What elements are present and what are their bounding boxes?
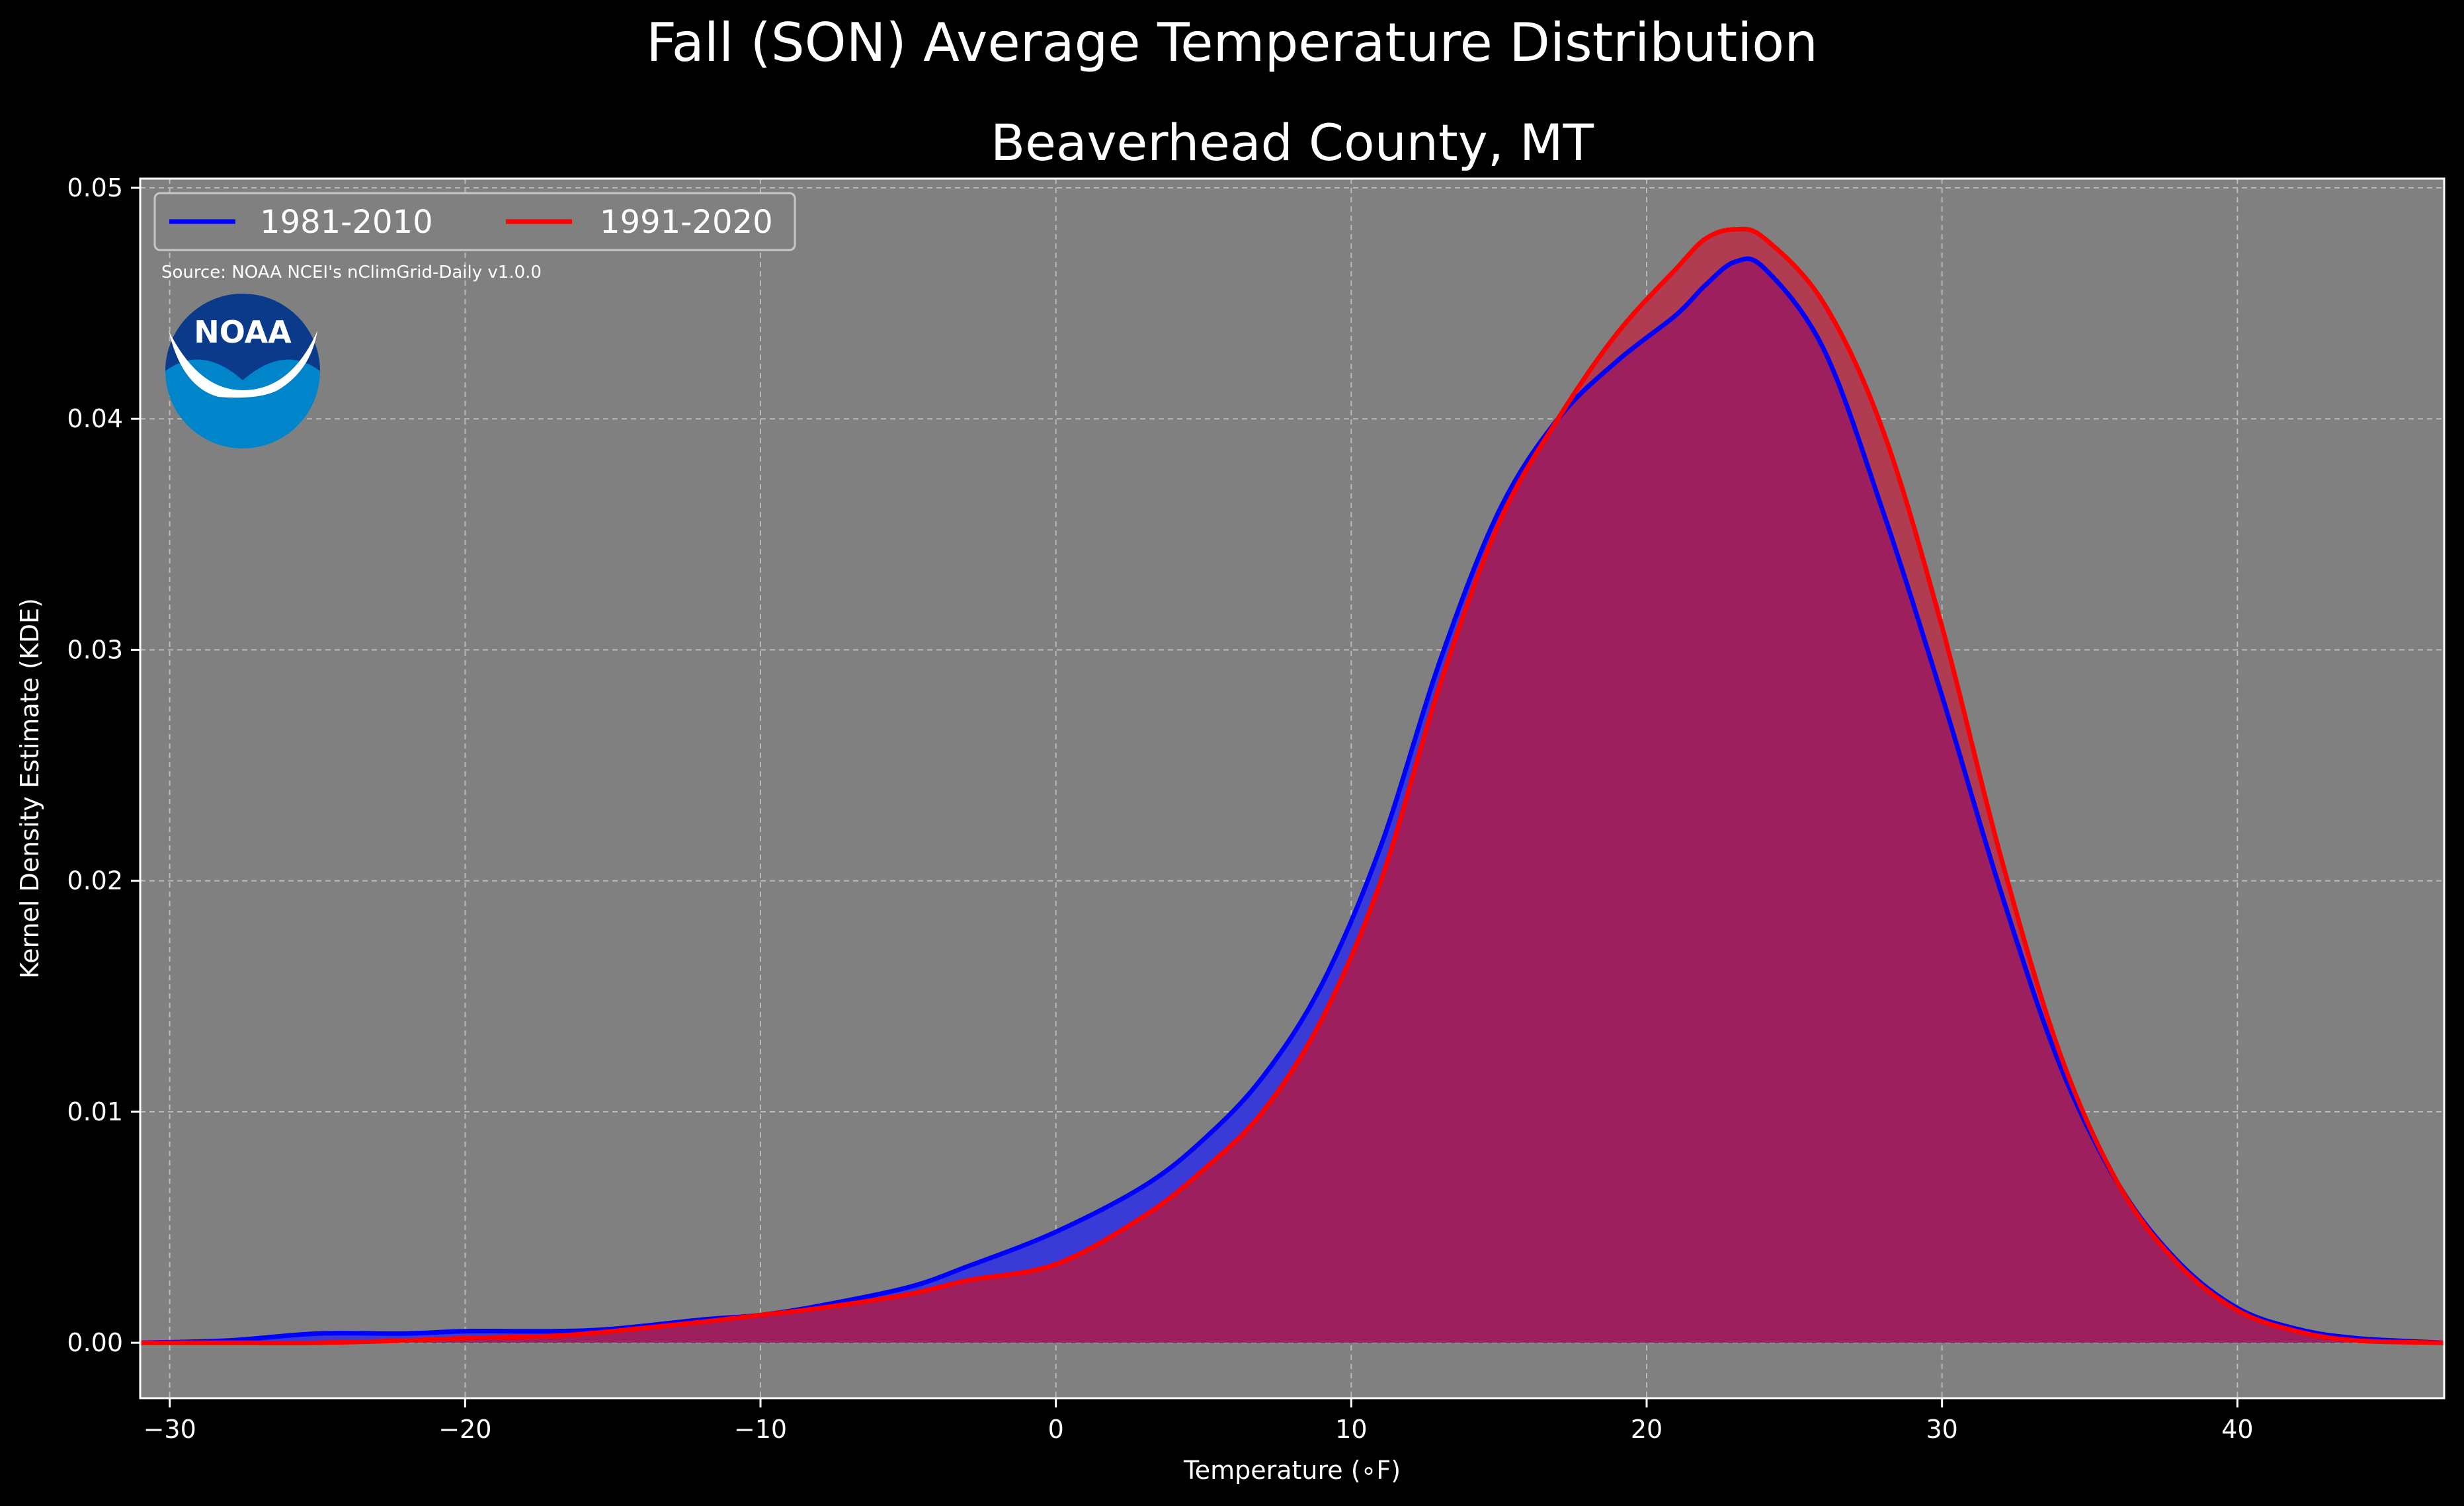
legend: 1981-2010 1991-2020 [153, 192, 796, 251]
y-tick-label: 0.00 [67, 1328, 123, 1357]
x-tick-label: 20 [1631, 1415, 1663, 1444]
noaa-logo: NOAA [165, 294, 320, 448]
axes-frame [139, 177, 2445, 1400]
x-axis-label: Temperature (∘F) [1183, 1456, 1401, 1485]
density-areas [140, 229, 2444, 1343]
area-overlap [140, 259, 2444, 1343]
source-note: Source: NOAA NCEI's nClimGrid-Daily v1.0… [161, 263, 542, 282]
x-tick-label: −10 [734, 1415, 787, 1444]
y-tick-label: 0.02 [67, 866, 123, 896]
density-lines [140, 226, 2445, 1345]
line-1991-2020 [140, 226, 2445, 1345]
legend-label-1981-2010: 1981-2010 [260, 204, 433, 241]
y-axis-ticks: 0.00 0.01 0.02 0.03 0.04 0.05 [67, 173, 140, 1357]
y-tick-label: 0.03 [67, 635, 123, 664]
x-tick-label: −30 [144, 1415, 196, 1444]
axes-title: Beaverhead County, MT [991, 113, 1594, 172]
x-axis-ticks: −30 −20 −10 0 10 20 30 40 [144, 1398, 2254, 1444]
x-tick-label: −20 [438, 1415, 491, 1444]
x-tick-label: 30 [1926, 1415, 1957, 1444]
noaa-logo-text: NOAA [194, 314, 292, 350]
figure-suptitle: Fall (SON) Average Temperature Distribut… [646, 12, 1818, 73]
plot-area [139, 177, 2445, 1400]
x-tick-label: 10 [1335, 1415, 1367, 1444]
legend-label-1991-2020: 1991-2020 [600, 204, 773, 241]
x-tick-label: 0 [1048, 1415, 1064, 1444]
y-tick-label: 0.04 [67, 404, 123, 433]
y-axis-label: Kernel Density Estimate (KDE) [15, 598, 44, 979]
x-tick-label: 40 [2221, 1415, 2253, 1444]
y-tick-label: 0.05 [67, 173, 123, 202]
legend-box [153, 192, 796, 251]
y-tick-label: 0.01 [67, 1097, 123, 1126]
